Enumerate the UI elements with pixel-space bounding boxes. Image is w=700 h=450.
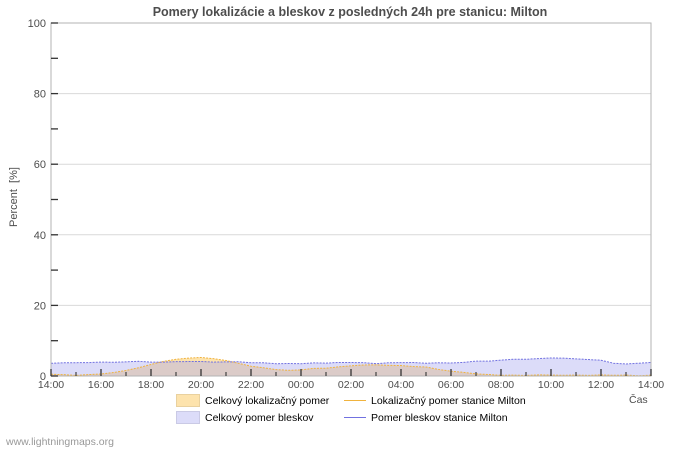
svg-text:40: 40 [34,230,46,242]
svg-text:20:00: 20:00 [188,379,214,391]
svg-text:22:00: 22:00 [238,379,264,391]
svg-text:06:00: 06:00 [438,379,464,391]
svg-text:80: 80 [34,89,46,101]
svg-text:60: 60 [34,159,46,171]
svg-text:12:00: 12:00 [588,379,614,391]
svg-text:04:00: 04:00 [388,379,414,391]
svg-text:16:00: 16:00 [88,379,114,391]
svg-text:00:00: 00:00 [288,379,314,391]
svg-text:08:00: 08:00 [488,379,514,391]
svg-text:10:00: 10:00 [538,379,564,391]
svg-text:14:00: 14:00 [38,379,64,391]
svg-text:14:00: 14:00 [638,379,664,391]
svg-text:100: 100 [28,18,46,30]
svg-text:02:00: 02:00 [338,379,364,391]
svg-text:20: 20 [34,300,46,312]
svg-text:18:00: 18:00 [138,379,164,391]
